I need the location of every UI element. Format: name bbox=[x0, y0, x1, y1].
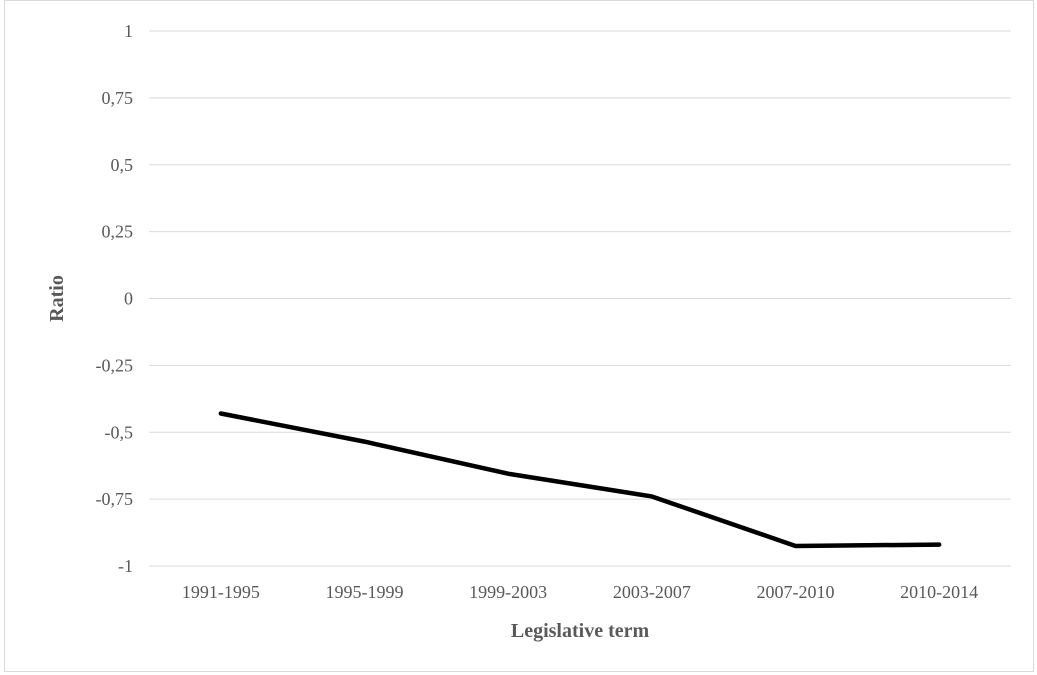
y-tick-label: -0,5 bbox=[105, 422, 134, 442]
y-axis-tick-labels: 1 0,75 0,5 0,25 0 -0,25 -0,5 -0,75 -1 bbox=[96, 21, 134, 576]
y-tick-label: 0,75 bbox=[102, 88, 134, 108]
x-tick-label: 1995-1999 bbox=[326, 582, 404, 602]
series-lines bbox=[218, 411, 942, 549]
x-tick-label: 1991-1995 bbox=[182, 582, 260, 602]
y-tick-label: -0,75 bbox=[96, 489, 134, 509]
x-axis-tick-labels: 1991-1995 1995-1999 1999-2003 2003-2007 2007… bbox=[182, 582, 978, 602]
x-tick-label: 2003-2007 bbox=[613, 582, 691, 602]
y-tick-label: -1 bbox=[118, 556, 133, 576]
gridlines bbox=[149, 30, 1011, 567]
line-chart: 10,750,50,250-0,25-0,5-0,75-1 1991-1995 1… bbox=[46, 21, 1011, 642]
chart-area: 1 0,75 0,5 0,25 0 -0,25 -0,5 -0,75 -1 1991-1995 1… bbox=[4, 0, 1034, 672]
x-axis-title: Legislative term bbox=[511, 620, 650, 642]
y-tick-label: 0 bbox=[124, 289, 133, 309]
series-line bbox=[218, 411, 942, 549]
y-tick-label: 0,25 bbox=[102, 222, 134, 242]
y-axis-title: Ratio bbox=[46, 275, 68, 322]
x-tick-label: 2007-2010 bbox=[757, 582, 835, 602]
x-tick-label: 2010-2014 bbox=[900, 582, 978, 602]
x-tick-label: 1999-2003 bbox=[469, 582, 547, 602]
y-tick-label: 1 bbox=[124, 21, 133, 41]
y-tick-label: -0,25 bbox=[96, 355, 134, 375]
y-tick-label: 0,5 bbox=[111, 155, 134, 175]
